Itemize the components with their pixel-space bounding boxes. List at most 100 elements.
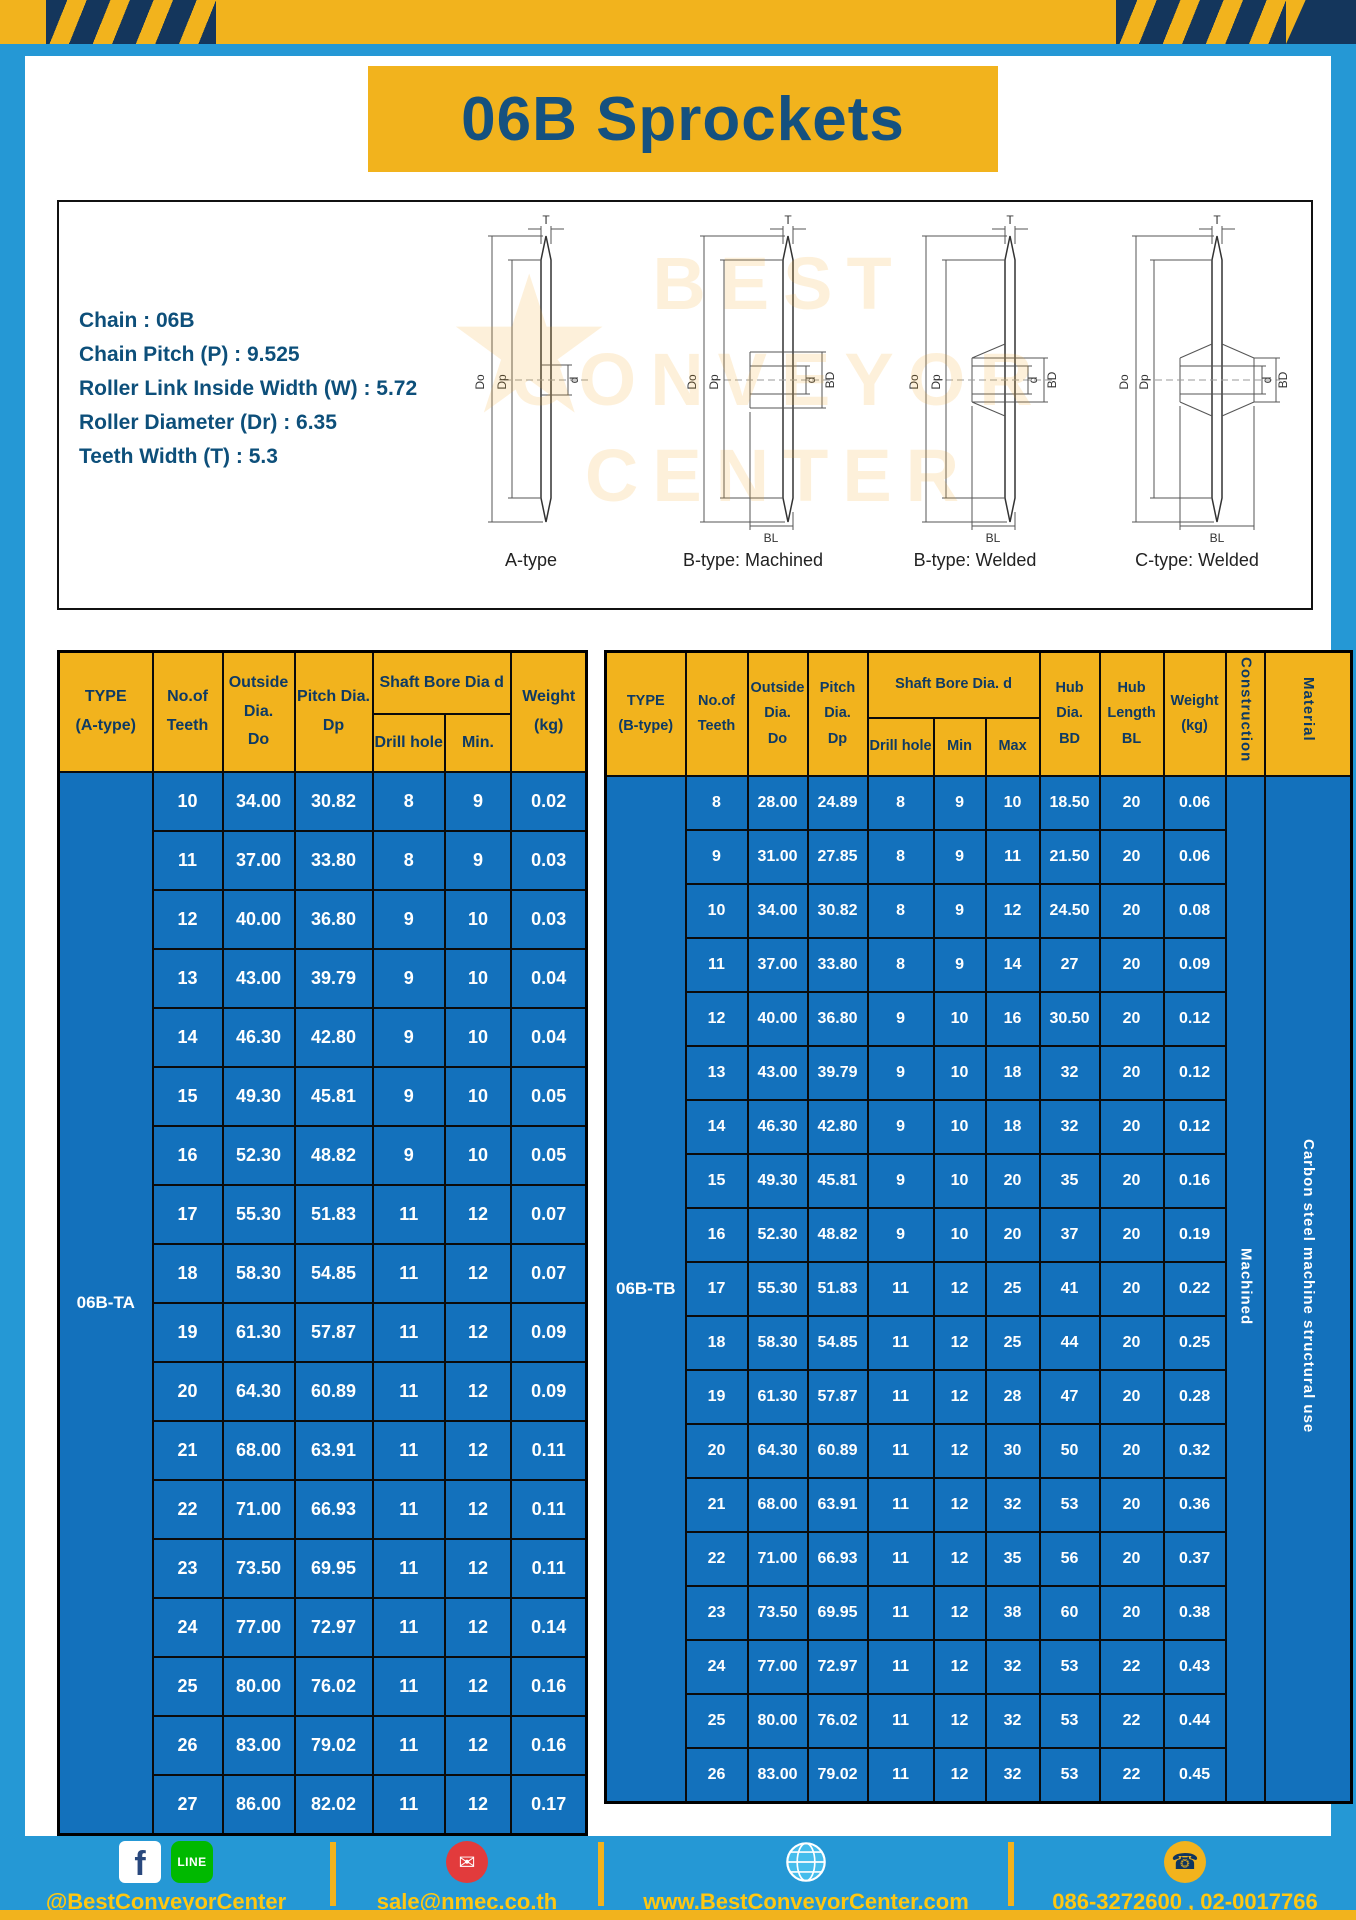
- table-cell: 12: [443, 1597, 512, 1658]
- table-cell: 8: [684, 775, 749, 831]
- table-cell: 0.17: [509, 1774, 588, 1836]
- table-cell: 24.89: [806, 775, 869, 831]
- table-cell: 25: [684, 1693, 749, 1749]
- table-cell: 30.82: [293, 771, 374, 832]
- drawing-a-type: T Do Dp d A-type: [431, 214, 631, 571]
- table-cell: 0.16: [1162, 1153, 1227, 1209]
- table-cell: 16: [984, 991, 1041, 1047]
- table-cell: 14: [684, 1099, 749, 1155]
- table-cell: 24.50: [1038, 883, 1101, 939]
- table-cell: 11: [866, 1315, 935, 1371]
- table-cell: 20: [1098, 1099, 1165, 1155]
- table-cell: 9: [371, 889, 446, 950]
- table-row: 17 55.30 51.83 11 12 25 41 20 0.22: [606, 1261, 1352, 1317]
- table-cell: 9: [371, 1007, 446, 1068]
- table-cell: 12: [932, 1477, 987, 1533]
- table-cell: 53: [1038, 1477, 1101, 1533]
- table-cell: 12: [932, 1315, 987, 1371]
- email-icon: ✉: [446, 1841, 488, 1883]
- table-cell: 20: [1098, 1477, 1165, 1533]
- table-cell: 0.11: [509, 1538, 588, 1599]
- table-row: 12 40.00 36.80 9 10 16 30.50 20 0.12: [606, 991, 1352, 1047]
- col-header-teeth: No.of Teeth: [684, 650, 749, 777]
- table-row: 24 77.00 72.97 11 12 0.14: [59, 1597, 588, 1658]
- table-cell: 27.85: [806, 829, 869, 885]
- dim-label-dp: Dp: [1137, 374, 1151, 390]
- table-cell: 64.30: [746, 1423, 809, 1479]
- footer-social-icons: f LINE: [119, 1840, 213, 1884]
- table-cell: 11: [371, 1420, 446, 1481]
- table-cell: 10: [684, 883, 749, 939]
- table-cell: 18.50: [1038, 775, 1101, 831]
- table-row: 06B-TB 8 28.00 24.89 8 9 10 18.50 20 0.06 Machined…: [604, 775, 1353, 1804]
- table-cell: 0.03: [509, 830, 588, 891]
- table-cell: 33.80: [293, 830, 374, 891]
- table-cell: 21.50: [1038, 829, 1101, 885]
- footer-divider: [598, 1842, 604, 1906]
- table-cell: 54.85: [806, 1315, 869, 1371]
- table-cell: 61.30: [221, 1302, 296, 1363]
- table-cell: 55.30: [746, 1261, 809, 1317]
- table-cell: 80.00: [221, 1656, 296, 1717]
- b-type-machined-drawing-icon: T Do Dp d BD: [685, 214, 837, 544]
- table-cell: 12: [932, 1639, 987, 1695]
- a-type-drawing-icon: T Do Dp d: [473, 214, 588, 523]
- table-cell: 0.06: [1162, 775, 1227, 831]
- table-row: 24 77.00 72.97 11 12 32 53 22 0.43: [606, 1639, 1352, 1695]
- table-cell: 77.00: [221, 1597, 296, 1658]
- table-cell: 12: [443, 1302, 512, 1363]
- table-row: 11 37.00 33.80 8 9 14 27 20 0.09: [606, 937, 1352, 993]
- table-row: 21 68.00 63.91 11 12 32 53 20 0.36: [606, 1477, 1352, 1533]
- table-cell: 26: [151, 1715, 224, 1776]
- table-cell: 20: [1098, 883, 1165, 939]
- dim-label-t: T: [1213, 214, 1221, 227]
- table-row: 14 46.30 42.80 9 10 18 32 20 0.12: [606, 1099, 1352, 1155]
- top-border-stripes-left: [46, 0, 216, 44]
- table-cell: 30.50: [1038, 991, 1101, 1047]
- table-cell: 18: [684, 1315, 749, 1371]
- table-cell: 0.09: [509, 1302, 588, 1363]
- table-cell: 22: [151, 1479, 224, 1540]
- table-cell: 9: [932, 937, 987, 993]
- table-cell: 10: [443, 889, 512, 950]
- table-cell: 16: [151, 1125, 224, 1186]
- table-cell: 0.03: [509, 889, 588, 950]
- table-cell: 55.30: [221, 1184, 296, 1245]
- table-cell: 10: [151, 771, 224, 832]
- globe-icon: [786, 1842, 826, 1882]
- table-cell: 0.38: [1162, 1585, 1227, 1641]
- col-header-min: Min.: [443, 713, 512, 773]
- table-cell: 21: [684, 1477, 749, 1533]
- spec-line: Teeth Width (T) : 5.3: [79, 445, 278, 468]
- dim-label-dp: Dp: [495, 374, 509, 390]
- table-cell: 11: [371, 1479, 446, 1540]
- table-cell: 19: [684, 1369, 749, 1425]
- table-cell: 9: [866, 1045, 935, 1101]
- table-cell: 0.22: [1162, 1261, 1227, 1317]
- table-cell: 0.19: [1162, 1207, 1227, 1263]
- table-cell: 68.00: [746, 1477, 809, 1533]
- table-cell: 37.00: [221, 830, 296, 891]
- top-border-stripes-right: [1116, 0, 1286, 44]
- table-cell: 0.11: [509, 1479, 588, 1540]
- table-row: 25 80.00 76.02 11 12 32 53 22 0.44: [606, 1693, 1352, 1749]
- table-cell: 83.00: [221, 1715, 296, 1776]
- table-cell: 37: [1038, 1207, 1101, 1263]
- table-cell: 9: [371, 1066, 446, 1127]
- table-cell: 12: [151, 889, 224, 950]
- table-cell: 11: [866, 1369, 935, 1425]
- table-cell: 30.82: [806, 883, 869, 939]
- table-cell: 63.91: [806, 1477, 869, 1533]
- table-cell: 0.05: [509, 1125, 588, 1186]
- col-header-pitch-dia: Pitch Dia. Dp: [293, 650, 374, 773]
- footer-website-url: www.BestConveyorCenter.com: [643, 1889, 969, 1914]
- table-row: 12 40.00 36.80 9 10 0.03: [59, 889, 588, 950]
- table-cell: 9: [684, 829, 749, 885]
- table-cell: 25: [984, 1315, 1041, 1371]
- table-cell: 0.09: [1162, 937, 1227, 993]
- col-header-construction: Construction: [1224, 650, 1266, 777]
- table-cell: 48.82: [293, 1125, 374, 1186]
- table-cell: 20: [1098, 829, 1165, 885]
- table-cell: 10: [443, 948, 512, 1009]
- c-type-welded-drawing-icon: T Do Dp d: [1117, 214, 1290, 544]
